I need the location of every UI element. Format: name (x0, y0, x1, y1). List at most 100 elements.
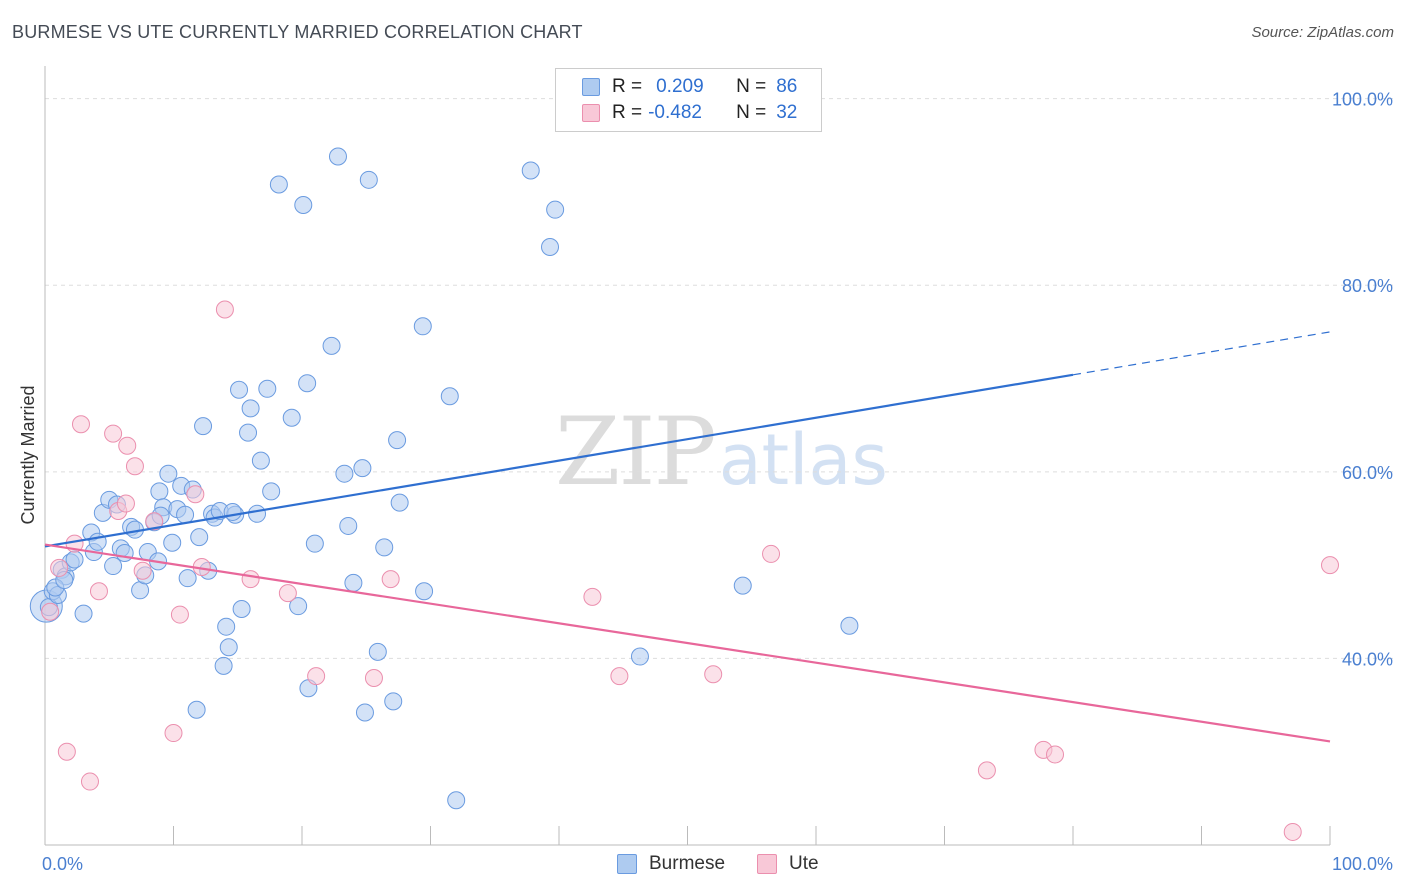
ute-point (125, 457, 144, 476)
burmese-point (214, 656, 233, 675)
burmese-points (29, 147, 859, 810)
ute-point (170, 605, 189, 624)
watermark-atlas: atlas (718, 419, 888, 501)
ute-point (1046, 745, 1065, 764)
ute-point (215, 300, 234, 319)
burmese-point (239, 423, 258, 442)
burmese-point (219, 638, 238, 657)
ute-point (104, 424, 123, 443)
burmese-point (368, 642, 387, 661)
ute-legend-swatch (757, 854, 778, 874)
burmese-point (541, 237, 560, 256)
burmese-point (258, 379, 277, 398)
ute-point (50, 558, 69, 577)
burmese-point (289, 597, 308, 616)
ute-point (583, 587, 602, 606)
burmese-swatch (582, 78, 600, 96)
ute-point (133, 561, 152, 580)
burmese-point (194, 417, 213, 436)
burmese-point (630, 647, 649, 666)
ute-point (704, 665, 723, 684)
stats-legend: R = 0.209 N = 86 R = -0.482 N = 32 (555, 68, 822, 132)
burmese-point (115, 543, 134, 562)
burmese-legend-label: Burmese (649, 853, 726, 874)
burmese-point (359, 170, 378, 189)
ute-point (241, 570, 260, 589)
burmese-point (294, 196, 313, 215)
burmese-point (322, 336, 341, 355)
burmese-point (521, 161, 540, 180)
legend-n-label: N = (736, 102, 767, 123)
ute-point (1321, 556, 1339, 575)
legend-n-label: N = (736, 76, 767, 97)
burmese-point (355, 703, 374, 722)
burmese-point (230, 380, 249, 399)
burmese-point (339, 516, 358, 535)
ute-point (164, 724, 183, 743)
watermark: ZIPatlas (555, 398, 888, 507)
burmese-point (159, 464, 178, 483)
ute-point (1283, 822, 1302, 841)
burmese-point (190, 528, 209, 547)
watermark-zip: ZIP (555, 398, 717, 507)
burmese-point (305, 534, 324, 553)
ute-point (80, 772, 99, 791)
ute-point (186, 485, 205, 504)
burmese-point (178, 569, 197, 588)
burmese-point (344, 573, 363, 592)
legend-r-value: -0.482 (648, 102, 702, 123)
burmese-point (415, 582, 434, 601)
ute-point (762, 544, 781, 563)
burmese-point (335, 464, 354, 483)
ute-trend-line (44, 543, 1331, 743)
burmese-point (262, 482, 281, 501)
burmese-point (298, 374, 317, 393)
y-tick-label: 80.0% (1342, 276, 1393, 296)
ute-point (116, 494, 135, 513)
y-tick-label: 100.0% (1332, 90, 1393, 110)
ute-point (381, 570, 400, 589)
x-tick-min: 0.0% (42, 854, 83, 874)
y-tick-labels: 40.0% 60.0% 80.0% 100.0% (1332, 90, 1393, 670)
burmese-point (251, 451, 270, 470)
burmese-point (217, 617, 236, 636)
burmese-point (440, 387, 459, 406)
burmese-point (353, 459, 372, 478)
burmese-point (733, 576, 752, 595)
ute-point (977, 761, 996, 780)
burmese-point (104, 557, 123, 576)
ute-legend-label: Ute (789, 853, 819, 874)
burmese-point (248, 504, 267, 523)
ute-point (118, 436, 137, 455)
burmese-point (328, 147, 347, 166)
legend-r-label: R = (612, 76, 643, 97)
chart-title: BURMESE VS UTE CURRENTLY MARRIED CORRELA… (12, 22, 583, 42)
burmese-point (375, 538, 394, 557)
ute-point (610, 667, 629, 686)
ute-point (307, 667, 326, 686)
legend-n-value: 86 (776, 76, 798, 97)
burmese-point (176, 505, 195, 524)
legend-r-label: R = (612, 102, 643, 123)
burmese-point (546, 200, 565, 219)
ute-swatch (582, 104, 600, 122)
series-legend: Burmese Ute (617, 853, 819, 875)
ute-point (364, 669, 383, 688)
source-label: Source: ZipAtlas.com (1251, 24, 1394, 41)
legend-n-value: 32 (776, 102, 798, 123)
legend-row-burmese: R = 0.209 N = 86 (582, 75, 797, 99)
burmese-point (282, 408, 301, 427)
burmese-point (150, 482, 169, 501)
burmese-point (388, 431, 407, 450)
burmese-point (840, 616, 859, 635)
burmese-trend-extension (1072, 331, 1331, 376)
burmese-legend-swatch (617, 854, 637, 874)
burmese-point (131, 581, 150, 600)
ute-point (278, 584, 297, 603)
burmese-point (65, 550, 84, 569)
x-tick-max: 100.0% (1332, 854, 1393, 874)
y-tick-label: 40.0% (1342, 649, 1393, 669)
trend-lines (44, 331, 1331, 743)
burmese-point (187, 700, 206, 719)
